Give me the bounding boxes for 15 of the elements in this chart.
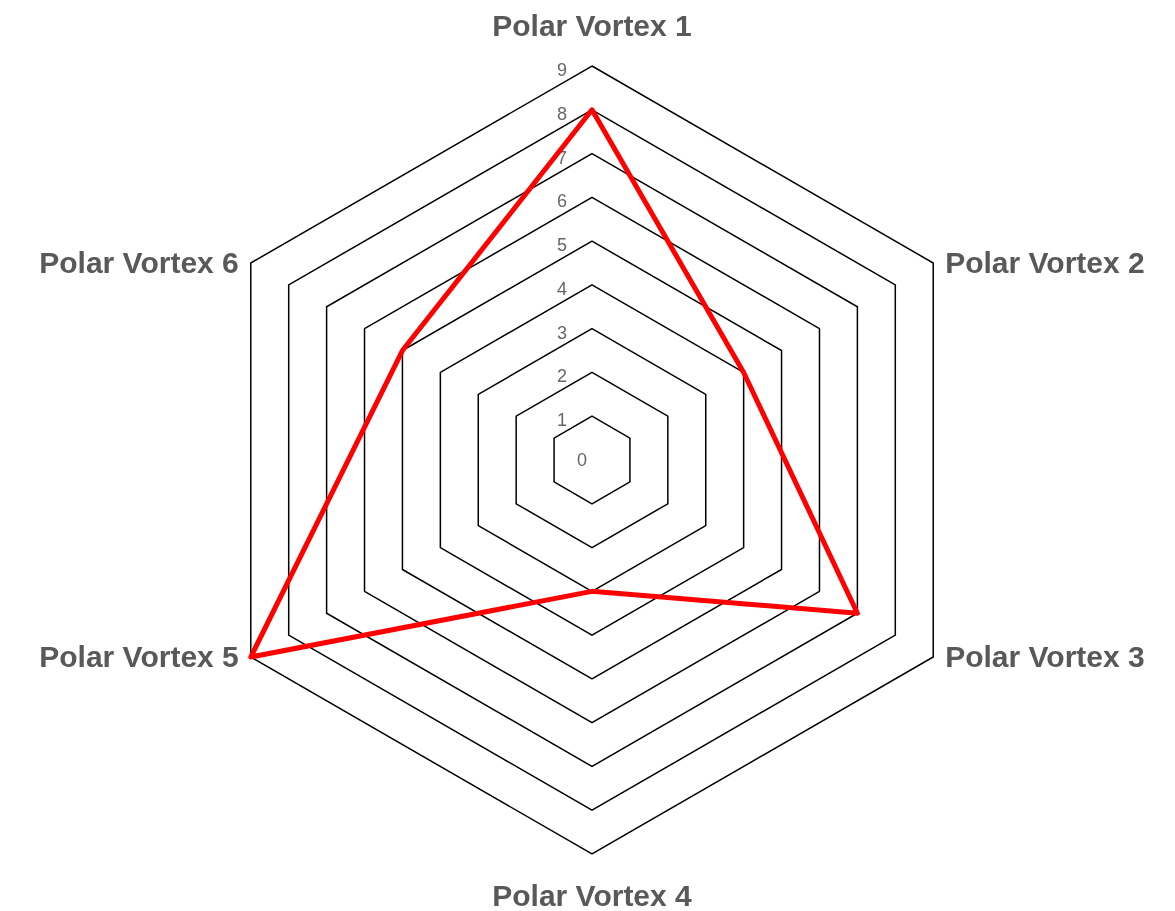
y-tick-label: 1	[556, 410, 568, 431]
spoke-label: Polar Vortex 3	[945, 640, 1145, 673]
y-tick-label: 3	[556, 322, 568, 343]
spoke-label: Polar Vortex 6	[39, 246, 239, 279]
y-tick-label: 5	[556, 235, 568, 256]
spoke-label: Polar Vortex 2	[945, 246, 1145, 279]
y-tick-label: 9	[556, 60, 568, 80]
spoke-label: Polar Vortex 1	[492, 9, 692, 42]
y-tick-label: 4	[556, 278, 568, 299]
spoke-label: Polar Vortex 5	[39, 640, 239, 673]
y-tick-label: 0	[576, 450, 588, 470]
y-tick-label: 6	[556, 191, 568, 212]
y-tick-label: 8	[556, 103, 568, 124]
y-tick-label: 2	[556, 366, 568, 387]
spoke-label: Polar Vortex 4	[492, 879, 693, 911]
